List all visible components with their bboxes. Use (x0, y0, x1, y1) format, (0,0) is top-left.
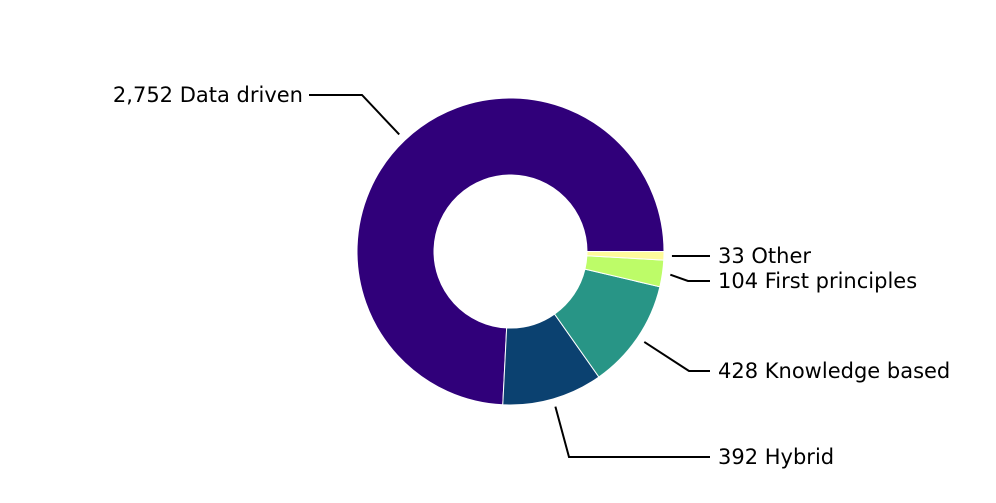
leader-line-data-driven (309, 95, 399, 134)
leader-line-knowledge-based (644, 342, 710, 371)
label-knowledge-based: 428 Knowledge based (718, 359, 950, 383)
leader-line-hybrid (555, 407, 710, 457)
leader-line-first-principles (670, 275, 710, 281)
label-data-driven: 2,752 Data driven (113, 83, 303, 107)
label-hybrid: 392 Hybrid (718, 445, 834, 469)
label-other: 33 Other (718, 244, 811, 268)
label-first-principles: 104 First principles (718, 269, 917, 293)
